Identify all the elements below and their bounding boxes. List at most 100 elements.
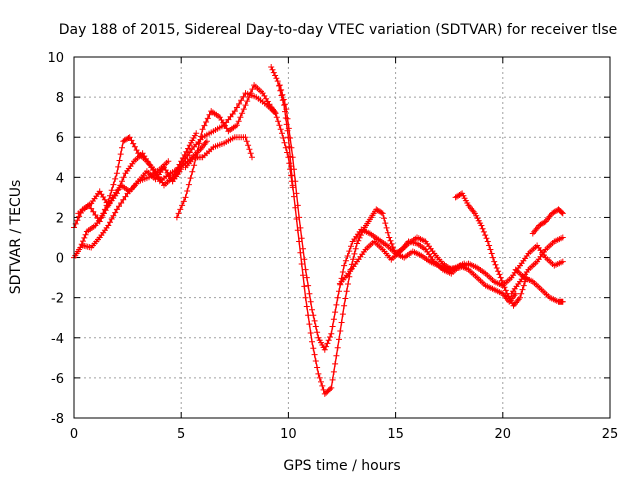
data-point xyxy=(291,166,297,173)
data-point xyxy=(246,146,253,153)
x-tick-label: 5 xyxy=(177,427,185,442)
series-line xyxy=(270,66,517,395)
data-point xyxy=(184,188,191,194)
data-point xyxy=(281,139,288,146)
data-point xyxy=(307,298,314,305)
data-point xyxy=(115,163,122,170)
data-point xyxy=(280,135,287,141)
data-point xyxy=(298,235,305,242)
data-point xyxy=(182,194,189,201)
data-point xyxy=(274,78,281,85)
data-point xyxy=(189,168,196,175)
data-point xyxy=(336,288,342,295)
data-point xyxy=(482,232,489,239)
data-point xyxy=(249,86,256,93)
data-point xyxy=(329,376,336,383)
data-point xyxy=(378,209,385,216)
data-point xyxy=(342,257,349,264)
data-point xyxy=(327,386,333,393)
y-tick-label: 6 xyxy=(56,131,64,146)
y-tick-label: -6 xyxy=(51,372,64,387)
data-point xyxy=(379,210,386,217)
data-point xyxy=(283,106,290,113)
data-point xyxy=(126,134,133,141)
data-point xyxy=(100,210,107,217)
data-point xyxy=(298,261,305,267)
series-line xyxy=(82,160,169,249)
data-point xyxy=(559,234,566,241)
series-satellite-track-7 xyxy=(182,134,255,171)
plot-frame xyxy=(73,56,611,419)
data-point xyxy=(117,182,124,189)
data-point xyxy=(312,358,319,364)
data-point xyxy=(112,175,119,182)
data-point xyxy=(339,269,346,275)
data-point xyxy=(343,288,350,295)
data-point xyxy=(489,254,496,261)
data-point xyxy=(187,175,194,182)
data-point xyxy=(520,282,527,289)
axis-ticks xyxy=(73,56,611,419)
data-point xyxy=(116,157,123,164)
x-tick-label: 0 xyxy=(70,427,78,442)
data-point xyxy=(82,231,89,238)
x-tick-label: 25 xyxy=(602,427,619,442)
data-point xyxy=(333,301,340,308)
data-point xyxy=(236,100,243,107)
data-point xyxy=(196,140,203,147)
data-point xyxy=(239,110,246,117)
grid-lines xyxy=(74,57,610,418)
data-point xyxy=(275,118,282,125)
data-point xyxy=(496,271,503,278)
series-satellite-track-15 xyxy=(512,266,566,305)
data-point xyxy=(201,122,208,129)
data-point xyxy=(518,290,525,297)
data-point xyxy=(383,224,390,231)
data-point xyxy=(332,309,339,316)
data-point xyxy=(194,147,201,154)
data-point xyxy=(288,172,295,179)
series-satellite-track-13 xyxy=(508,234,566,297)
data-point xyxy=(131,143,138,150)
data-point xyxy=(180,159,187,166)
data-point xyxy=(173,171,180,178)
data-point xyxy=(90,208,97,215)
data-point xyxy=(181,151,188,158)
data-point xyxy=(495,268,502,275)
series-satellite-track-4 xyxy=(79,158,172,251)
x-tick-label: 15 xyxy=(387,427,404,442)
series-line xyxy=(73,166,182,258)
data-point xyxy=(311,317,318,324)
data-point xyxy=(497,274,504,281)
data-point xyxy=(272,110,279,117)
data-point xyxy=(238,97,245,104)
series-satellite-track-11 xyxy=(452,190,530,309)
y-tick-label: 10 xyxy=(47,51,64,66)
y-axis-label: SDTVAR / TECUs xyxy=(8,180,24,295)
data-point xyxy=(204,115,211,122)
data-point xyxy=(300,272,306,279)
data-point xyxy=(271,109,278,115)
data-point xyxy=(384,229,391,236)
data-point xyxy=(112,209,119,216)
data-point xyxy=(242,102,249,109)
data-point xyxy=(559,210,566,217)
data-point xyxy=(165,158,172,165)
data-point xyxy=(301,283,308,290)
data-point xyxy=(178,162,185,169)
data-point xyxy=(328,330,335,337)
data-point xyxy=(183,148,190,155)
data-point xyxy=(319,382,326,389)
chart-title: Day 188 of 2015, Sidereal Day-to-day VTE… xyxy=(59,22,618,38)
data-point xyxy=(291,193,297,200)
data-point xyxy=(122,193,129,200)
data-point xyxy=(249,154,255,161)
data-point xyxy=(116,203,122,210)
data-point xyxy=(120,196,127,203)
data-point xyxy=(133,147,140,154)
data-point xyxy=(300,245,306,252)
data-point xyxy=(328,384,335,391)
data-point xyxy=(498,277,505,284)
data-point xyxy=(559,258,566,265)
data-point xyxy=(339,311,346,318)
